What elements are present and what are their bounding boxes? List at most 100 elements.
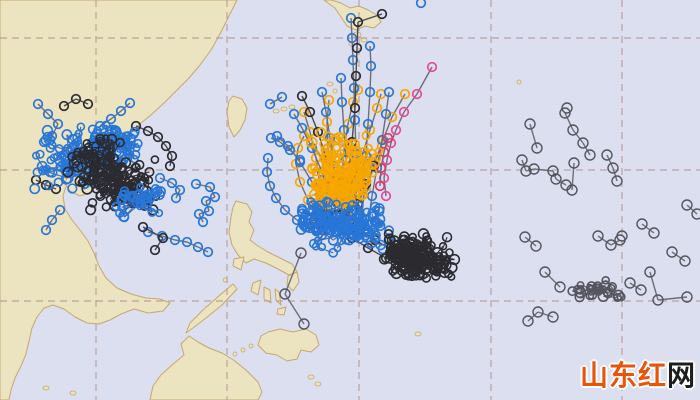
cluster-point [127, 190, 139, 203]
cluster-point [375, 239, 387, 251]
track [566, 157, 580, 196]
track-point [142, 125, 154, 137]
track-point [295, 247, 307, 259]
track-segment [120, 102, 131, 112]
cluster-point [117, 195, 127, 205]
track-segment [289, 149, 301, 161]
cluster-point [154, 208, 164, 218]
cluster-point [327, 234, 339, 246]
cluster-point [367, 167, 378, 178]
track-point [276, 91, 288, 103]
track-segment [521, 159, 527, 172]
track-point [528, 163, 540, 175]
track-point [152, 131, 164, 143]
track-segment [159, 177, 173, 184]
cluster-point [416, 250, 429, 262]
cluster-point [386, 235, 396, 245]
track-point [592, 230, 604, 242]
track [601, 149, 623, 187]
track [265, 132, 306, 166]
track [616, 230, 628, 242]
track [378, 61, 438, 202]
track [137, 221, 169, 256]
cluster-point [40, 165, 49, 174]
small-island [414, 331, 422, 337]
cluster-point [355, 227, 365, 237]
track-segment [154, 237, 164, 251]
cluster-point [321, 167, 330, 176]
track-point [378, 172, 390, 184]
cluster-point [327, 207, 339, 219]
cluster-point [411, 247, 421, 256]
track-segment [110, 110, 122, 120]
track-point [636, 218, 648, 230]
track-point [519, 231, 531, 243]
track-segment [279, 141, 291, 151]
track-point [378, 146, 390, 158]
track-segment [284, 293, 305, 325]
track-point [365, 60, 377, 72]
cluster-point [430, 263, 442, 274]
cluster-point [70, 155, 82, 166]
cluster-point [329, 172, 340, 183]
cluster-point [347, 225, 357, 235]
track [559, 107, 596, 161]
track-point [137, 221, 149, 233]
track-point [584, 149, 596, 161]
landmass-taiwan [226, 95, 248, 138]
dense-cluster-black [384, 228, 461, 283]
track [524, 118, 543, 154]
cluster-point [104, 159, 114, 169]
cluster-point [370, 232, 381, 244]
small-island [42, 385, 50, 391]
track-point [82, 98, 94, 110]
cluster-point [101, 134, 110, 143]
track-segment [45, 184, 57, 190]
cluster-point [115, 137, 125, 148]
track [154, 172, 186, 204]
track [519, 231, 542, 252]
cluster-point [421, 273, 432, 283]
track-segment [171, 182, 181, 191]
track-segment [301, 95, 311, 113]
landmass-asia-mainland [0, 0, 238, 400]
track-segment [376, 93, 382, 109]
cluster-point [76, 161, 88, 173]
track-point [149, 244, 161, 256]
cluster-point [144, 166, 155, 177]
track-segment [350, 17, 353, 39]
cluster-point [306, 197, 316, 207]
track-point [516, 154, 528, 166]
track-point [298, 106, 310, 118]
track [624, 277, 647, 296]
cluster-point [36, 160, 48, 172]
track-segment [297, 135, 305, 149]
track-segment [51, 123, 59, 137]
cluster-point [368, 161, 377, 170]
track-point [174, 184, 186, 196]
cluster-point [373, 203, 385, 214]
cluster-point [93, 178, 102, 188]
track-segment [629, 282, 642, 291]
cluster-point [115, 208, 125, 218]
track [681, 199, 700, 220]
cluster-point [328, 247, 339, 258]
track-segment [165, 145, 173, 157]
track-segment [529, 123, 538, 149]
track-point [390, 124, 402, 136]
track-segment [527, 311, 539, 322]
philippine-sea-ensemble [261, 0, 461, 330]
track-segment [354, 75, 357, 109]
cluster-point [47, 140, 57, 150]
cluster-point [305, 136, 318, 149]
track-point [415, 0, 427, 9]
track-point [681, 291, 693, 303]
dense-cluster-blue [306, 199, 395, 258]
track [190, 178, 221, 228]
cluster-point [109, 188, 120, 198]
track [264, 91, 288, 110]
cluster-point [612, 293, 622, 303]
cluster-point [356, 183, 367, 194]
cluster-point [124, 166, 134, 176]
track-segment [552, 170, 557, 180]
